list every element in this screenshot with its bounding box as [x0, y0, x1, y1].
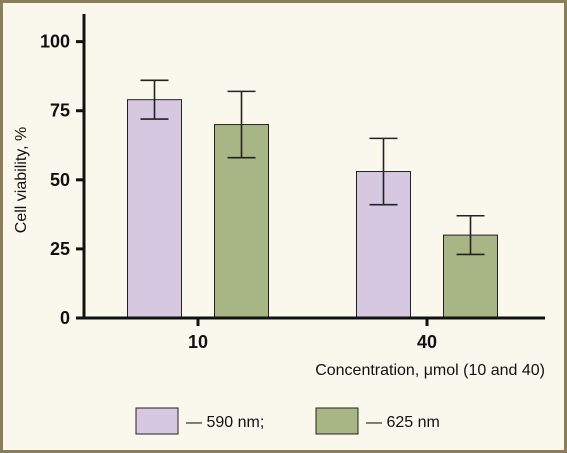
legend-label: — 625 nm — [366, 414, 440, 431]
x-ticks: 10 40 — [188, 318, 437, 352]
x-tick-label: 40 — [417, 332, 437, 352]
error-bars-layer — [140, 79, 485, 256]
y-tick-label: 75 — [50, 101, 70, 121]
x-tick-label: 10 — [188, 332, 208, 352]
x-axis-title: Concentration, μmol (10 and 40) — [315, 362, 545, 379]
legend: — 590 nm; — 625 nm — [135, 407, 440, 435]
legend-swatch — [135, 407, 179, 435]
y-tick-label: 50 — [50, 170, 70, 190]
y-ticks: 0 25 50 75 100 — [40, 32, 84, 328]
y-tick-label: 25 — [50, 239, 70, 259]
y-tick-label: 100 — [40, 32, 70, 52]
bars-layer — [127, 99, 498, 319]
bar — [127, 99, 182, 319]
legend-label: — 590 nm; — [186, 414, 264, 431]
y-axis-title: Cell viability, % — [13, 127, 30, 233]
legend-swatch — [315, 407, 359, 435]
y-tick-label: 0 — [60, 308, 70, 328]
